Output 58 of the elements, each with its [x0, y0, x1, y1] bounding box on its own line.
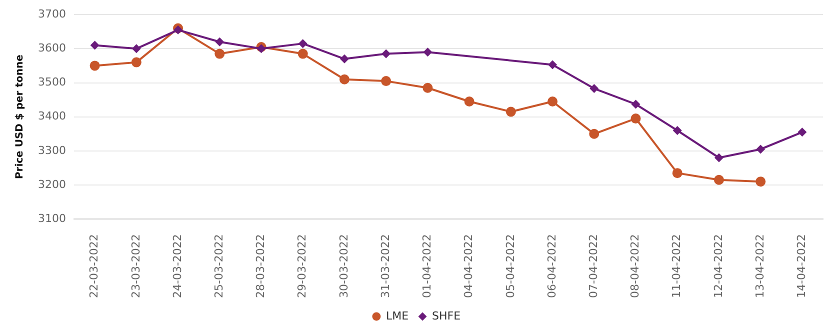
y-tick-label: 3400 [38, 110, 66, 123]
point [672, 126, 682, 135]
point [90, 60, 100, 71]
y-tick-label: 3600 [38, 42, 66, 55]
x-tick-label: 05-04-2022 [504, 234, 517, 298]
legend-label: LME [386, 309, 409, 322]
y-tick-label: 3100 [38, 212, 66, 225]
y-tick-label: 3700 [38, 7, 66, 20]
point [756, 176, 766, 187]
x-tick-label: 12-04-2022 [712, 234, 725, 298]
point [339, 74, 350, 84]
x-tick-label: 13-04-2022 [753, 234, 766, 298]
x-tick-label: 28-03-2022 [254, 234, 268, 298]
x-tick-label: 31-03-2022 [378, 234, 392, 298]
point [298, 39, 308, 48]
x-tick-label: 25-03-2022 [212, 234, 226, 298]
x-tick-label: 24-03-2022 [170, 234, 184, 298]
x-tick-label: 06-04-2022 [545, 234, 558, 298]
point [381, 76, 392, 86]
point [756, 144, 766, 154]
point [630, 114, 641, 124]
y-tick-label: 3200 [38, 178, 66, 191]
y-tick-label: 3500 [38, 76, 66, 89]
point [214, 48, 225, 59]
point [548, 96, 558, 106]
x-tick-label: 01-04-2022 [420, 234, 434, 298]
x-tick-label: 14-04-2022 [795, 234, 808, 298]
point [798, 128, 807, 137]
y-axis-title: Price USD $ per tonne [14, 54, 26, 180]
point [131, 57, 142, 68]
point [215, 37, 224, 46]
x-tick-label: 29-03-2022 [296, 234, 309, 298]
point [256, 44, 266, 54]
point [631, 100, 640, 109]
point [464, 96, 474, 106]
point [672, 168, 682, 178]
legend-label: SHFE [432, 309, 461, 322]
x-tick-label: 23-03-2022 [129, 234, 142, 298]
point [589, 128, 600, 139]
point [382, 49, 391, 58]
point [714, 153, 724, 162]
x-tick-label: 22-03-2022 [88, 234, 101, 298]
x-tick-label: 08-04-2022 [628, 234, 642, 298]
point [422, 82, 433, 93]
y-tick-label: 3300 [38, 144, 66, 157]
point [423, 48, 432, 57]
point [506, 106, 516, 117]
x-tick-label: 30-03-2022 [337, 234, 350, 298]
point [714, 174, 724, 185]
point [132, 44, 141, 54]
point [340, 54, 349, 64]
point [548, 60, 558, 70]
x-tick-label: 04-04-2022 [462, 234, 476, 298]
point [590, 84, 599, 94]
x-tick-label: 07-04-2022 [586, 234, 600, 298]
point [90, 40, 100, 50]
x-tick-label: 11-04-2022 [670, 234, 684, 298]
point [298, 48, 308, 59]
